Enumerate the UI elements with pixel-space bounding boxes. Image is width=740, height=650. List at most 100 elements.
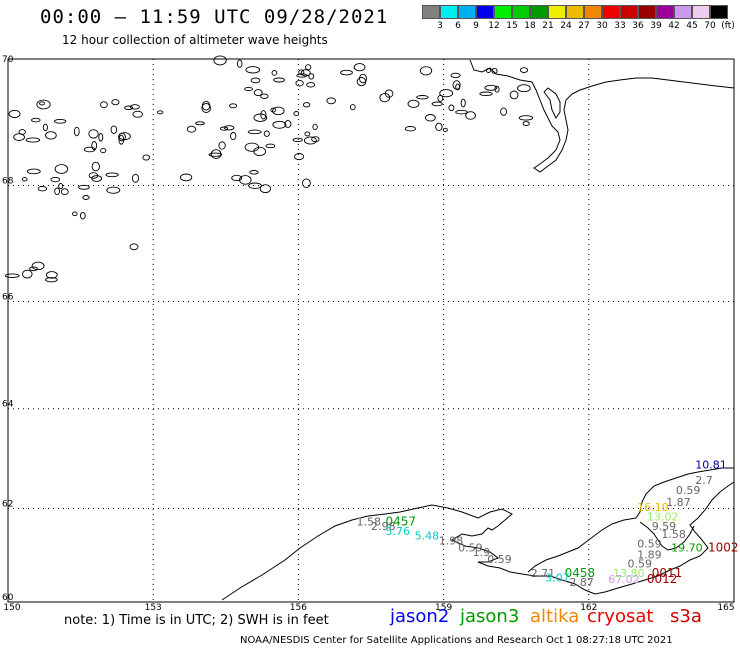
ice-fragment: [36, 99, 51, 110]
wave-height-label: 3.07: [545, 572, 570, 585]
longitude-tick-label: 162: [580, 603, 597, 613]
colorbar-swatch: [710, 5, 728, 19]
ice-fragment: [78, 184, 90, 190]
ice-fragment: [448, 104, 455, 112]
chart-subtitle: 12 hour collection of altimeter wave hei…: [62, 33, 328, 47]
ice-fragment: [260, 110, 267, 120]
ice-fragment: [302, 178, 311, 188]
wave-height-label: 0011: [652, 566, 683, 580]
colorbar-label: 24: [560, 21, 572, 31]
ice-fragment: [270, 107, 277, 113]
wave-height-label: 0457: [386, 514, 417, 528]
satellite-legend-jason3: jason3: [460, 606, 520, 627]
wave-height-label: 13.80: [613, 567, 645, 580]
colorbar-label: 70: [704, 21, 716, 31]
satellite-legend-altika: altika: [530, 606, 580, 627]
colorbar-swatch: [656, 5, 674, 19]
ice-fragment: [442, 127, 448, 132]
ice-fragment: [407, 99, 420, 108]
ice-fragment: [247, 129, 262, 135]
ice-fragment: [491, 67, 498, 74]
ice-fragment: [218, 141, 226, 150]
ice-fragment: [419, 66, 433, 76]
ice-fragment: [253, 113, 268, 122]
colorbar-label: 6: [455, 21, 461, 31]
ice-fragment: [58, 183, 64, 190]
wave-height-label: 1.9: [473, 546, 491, 559]
colorbar-label: 18: [524, 21, 536, 31]
ice-fragment: [100, 101, 108, 109]
colorbar-label: 21: [542, 21, 554, 31]
ice-fragment: [353, 63, 366, 72]
wave-height-label: 16.10: [637, 501, 669, 514]
ice-fragment: [201, 100, 211, 111]
wave-height-label: 0.59: [628, 558, 653, 571]
longitude-tick-label: 150: [3, 603, 20, 613]
ice-fragment: [132, 110, 143, 118]
colorbar-swatch: [548, 5, 566, 19]
ice-fragment: [29, 266, 38, 272]
ice-fragment: [384, 89, 394, 98]
wave-height-label: 2.87: [569, 576, 594, 589]
ice-fragment: [293, 111, 300, 117]
ice-fragment: [455, 109, 468, 115]
ice-fragment: [142, 154, 150, 161]
ice-fragment: [98, 133, 104, 142]
ice-fragment: [306, 82, 316, 88]
colorbar-swatch: [476, 5, 494, 19]
colorbar-swatch: [440, 5, 458, 19]
ice-fragment: [249, 170, 259, 175]
ice-fragment: [31, 117, 41, 123]
ice-fragment: [485, 68, 492, 73]
ice-fragment: [250, 77, 261, 84]
ice-fragment: [450, 72, 461, 79]
ice-fragment: [4, 273, 20, 278]
wave-height-label: 0.59: [487, 553, 512, 566]
colorbar-label: 42: [668, 21, 680, 31]
chart-title: 00:00 – 11:59 UTC 09/28/2021: [40, 6, 389, 28]
wave-height-label: 0.59: [458, 541, 483, 554]
ice-fragment: [239, 175, 252, 185]
colorbar-swatch: [422, 5, 440, 19]
ice-fragment: [265, 143, 276, 149]
ice-fragment: [260, 93, 269, 99]
coastline-peninsula: [527, 467, 734, 573]
ice-fragment: [25, 137, 41, 143]
ice-fragment: [18, 129, 26, 135]
latitude-tick-label: 70: [2, 55, 14, 65]
ice-fragment: [302, 102, 311, 108]
ice-fragment: [210, 149, 222, 159]
ice-fragment: [303, 136, 317, 145]
ice-fragment: [253, 89, 263, 97]
ice-fragment: [22, 269, 33, 279]
ice-fragment: [236, 59, 243, 68]
ice-fragment: [519, 67, 529, 73]
ice-fragment: [131, 173, 140, 183]
ice-fragment: [292, 137, 303, 143]
ice-fragment: [129, 104, 140, 110]
ice-fragment: [37, 186, 48, 192]
ice-fragment: [509, 90, 519, 100]
coastline-north: [469, 59, 735, 173]
ice-fragment: [517, 84, 531, 93]
colorbar-label: 36: [632, 21, 644, 31]
colorbar-swatch: [584, 5, 602, 19]
wave-height-label: 10.81: [695, 458, 727, 471]
coastline-south: [221, 481, 735, 601]
latitude-tick-label: 62: [2, 500, 13, 510]
ice-fragment: [356, 77, 367, 87]
ice-fragment: [72, 211, 78, 217]
satellite-legend-cryosat: cryosat: [587, 606, 654, 627]
latitude-tick-label: 68: [2, 176, 14, 186]
ice-fragment: [500, 107, 508, 116]
wave-height-label: 9.59: [652, 520, 677, 533]
ice-fragment: [60, 188, 69, 196]
latitude-tick-label: 64: [2, 400, 14, 410]
colorbar-label: 15: [506, 21, 518, 31]
colorbar-label: 45: [686, 21, 698, 31]
longitude-tick-label: 159: [435, 603, 452, 613]
ice-fragment: [231, 174, 243, 182]
sea-ice-fragments: [4, 55, 534, 283]
longitude-tick-label: 165: [717, 603, 734, 613]
ice-fragment: [439, 89, 454, 98]
